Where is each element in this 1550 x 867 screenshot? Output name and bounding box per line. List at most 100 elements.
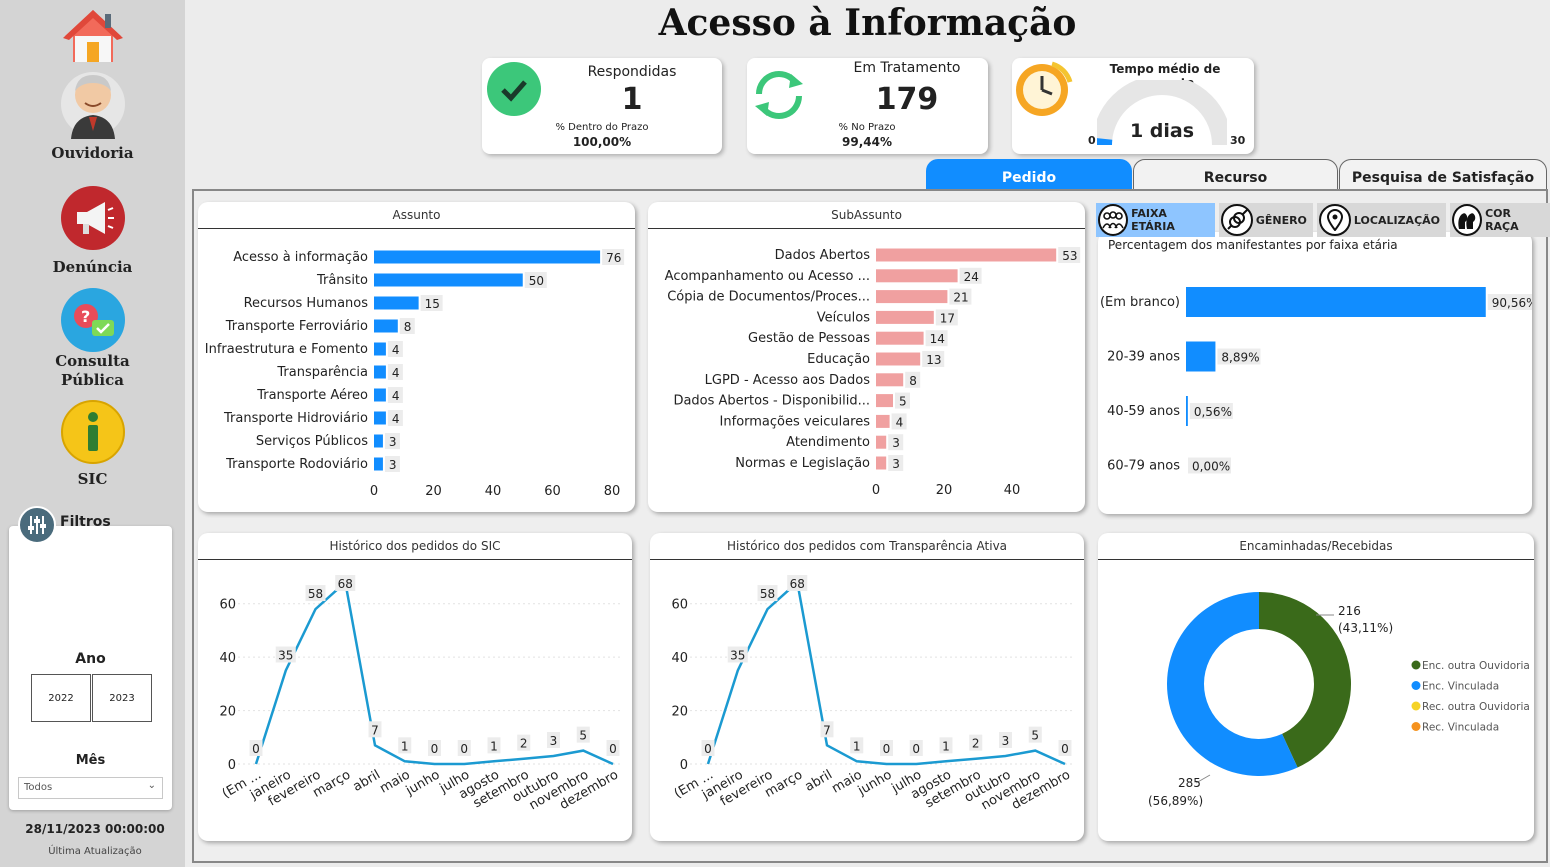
donut-slice <box>1259 592 1352 768</box>
sidebar-item-label: SIC <box>77 470 108 488</box>
data-label: 0 <box>883 742 891 756</box>
historico-transparencia-card: Histórico dos pedidos com Transparência … <box>650 533 1084 841</box>
kpi-tempo-medio: Tempo médio de resposta 0 30 1 dias <box>1012 58 1254 154</box>
data-label-bg <box>517 734 531 751</box>
bar-value-bg <box>925 330 948 347</box>
x-tick-label: 60 <box>544 484 561 499</box>
data-label-bg <box>305 585 326 602</box>
bar-value-bg <box>387 341 403 357</box>
bar-category-label: Atendimento <box>786 435 870 450</box>
bar-category-label: Acesso à informação <box>233 250 368 265</box>
data-label: 0 <box>252 742 260 756</box>
data-label: 0 <box>704 742 712 756</box>
legend-marker <box>1411 660 1421 670</box>
data-label: 68 <box>338 577 353 591</box>
data-label-bg <box>880 740 893 756</box>
data-label: 5 <box>579 729 587 743</box>
data-label-bg <box>576 726 590 743</box>
y-tick-label: 40 <box>671 651 688 666</box>
data-label: 5 <box>1031 729 1039 743</box>
bar-value-bg <box>1189 403 1233 419</box>
last-update-label: Última Atualização <box>48 846 142 857</box>
bar-value-label: 4 <box>392 389 400 403</box>
assunto-chart: Acesso à informação 76 Trânsito 50 Recursos … <box>205 249 625 499</box>
y-tick-label: 20 <box>219 705 236 720</box>
last-update-date: 28/11/2023 00:00:00 <box>25 822 165 836</box>
bar <box>876 456 887 470</box>
bar-value-label: 8,89% <box>1221 351 1259 365</box>
bar-value-bg <box>888 455 904 471</box>
year-2023-button[interactable]: 2023 <box>92 674 152 722</box>
bar-value-label: 8 <box>404 320 412 334</box>
bar-category-label: 20-39 anos <box>1107 350 1180 365</box>
data-label: 35 <box>730 649 745 663</box>
sidebar-item-ouvidoria[interactable]: Ouvidoria <box>0 72 185 163</box>
bar <box>374 296 419 310</box>
bar <box>374 388 386 402</box>
check-icon <box>487 62 541 116</box>
bar-value-bg <box>387 410 403 426</box>
sidebar-item-label: Consulta <box>55 352 130 370</box>
chat-bubbles-icon: ? <box>60 288 125 352</box>
data-label: 1 <box>490 739 498 753</box>
bar <box>374 411 386 425</box>
data-label: 1 <box>401 739 409 753</box>
bar-value-bg <box>387 387 403 403</box>
bar <box>876 352 921 366</box>
bar-value-bg <box>1058 247 1081 263</box>
mes-select[interactable]: Todos ⌄ <box>18 777 163 799</box>
sidebar-item-sic[interactable]: SIC <box>0 400 185 489</box>
data-label: 0 <box>431 742 439 756</box>
seg-label: COR RAÇA <box>1485 207 1519 233</box>
faixa-etaria-chart: (Em branco) 90,56% 20-39 anos 8,89% 40-59 an… <box>1100 287 1532 474</box>
tab-pesquisa-satisfacao[interactable]: Pesquisa de Satisfação <box>1339 159 1547 189</box>
bar-value-label: 90,56% <box>1492 296 1532 310</box>
data-label-bg <box>457 740 471 756</box>
home-button[interactable] <box>0 6 185 70</box>
people-group-icon <box>1098 204 1129 236</box>
bar-value-bg <box>935 309 958 326</box>
sidebar-item-consulta-publica[interactable]: ? Consulta Pública <box>0 288 185 390</box>
bar-value-label: 3 <box>389 435 397 449</box>
bar-value-bg <box>922 351 945 367</box>
tab-recurso[interactable]: Recurso <box>1133 159 1338 189</box>
seg-cor-raca[interactable]: COR RAÇA <box>1450 203 1550 237</box>
seg-genero[interactable]: GÊNERO <box>1218 203 1313 237</box>
data-label: 2 <box>972 737 980 751</box>
sidebar-item-denuncia[interactable]: Denúncia <box>0 186 185 277</box>
data-label-bg <box>1028 726 1042 743</box>
kpi-value: 179 <box>875 82 939 117</box>
year-2022-button[interactable]: 2022 <box>31 674 91 722</box>
bar-value-label: 53 <box>1062 249 1077 263</box>
data-label-bg <box>787 575 808 591</box>
x-tick-label: 0 <box>872 483 880 498</box>
leader-line <box>1195 774 1211 784</box>
profiles-icon <box>1452 204 1483 236</box>
data-label: 58 <box>308 587 323 601</box>
kpi-value: 1 <box>621 82 643 117</box>
bar-value-label: 4 <box>392 366 400 380</box>
bar-value-bg <box>905 371 921 388</box>
bar <box>876 290 948 304</box>
card-title: Assunto <box>392 208 441 222</box>
data-label-bg <box>398 737 412 754</box>
bar-category-label: Recursos Humanos <box>244 296 369 311</box>
bar <box>374 273 523 287</box>
page-title: Acesso à Informação <box>658 2 1077 44</box>
bar-category-label: Transparência <box>276 365 368 380</box>
seg-faixa-etaria[interactable]: FAIXA ETÁRIA <box>1096 203 1215 237</box>
data-label-bg <box>547 731 560 748</box>
sidebar-item-label: Pública <box>61 371 124 389</box>
bar <box>374 457 383 471</box>
tab-pedido[interactable]: Pedido <box>926 159 1132 189</box>
bar-category-label: Infraestrutura e Fomento <box>205 342 368 357</box>
bar <box>374 319 398 333</box>
historico-sic-card: Histórico dos pedidos do SIC 0 20 40 60 0 (Em… <box>198 533 632 841</box>
bar-category-label: Normas e Legislação <box>735 456 870 471</box>
seg-localizacao[interactable]: LOCALIZAÇÃO <box>1316 203 1447 237</box>
data-label-bg <box>727 646 748 663</box>
bar-value-bg <box>1487 294 1532 310</box>
data-label: 3 <box>550 734 558 748</box>
